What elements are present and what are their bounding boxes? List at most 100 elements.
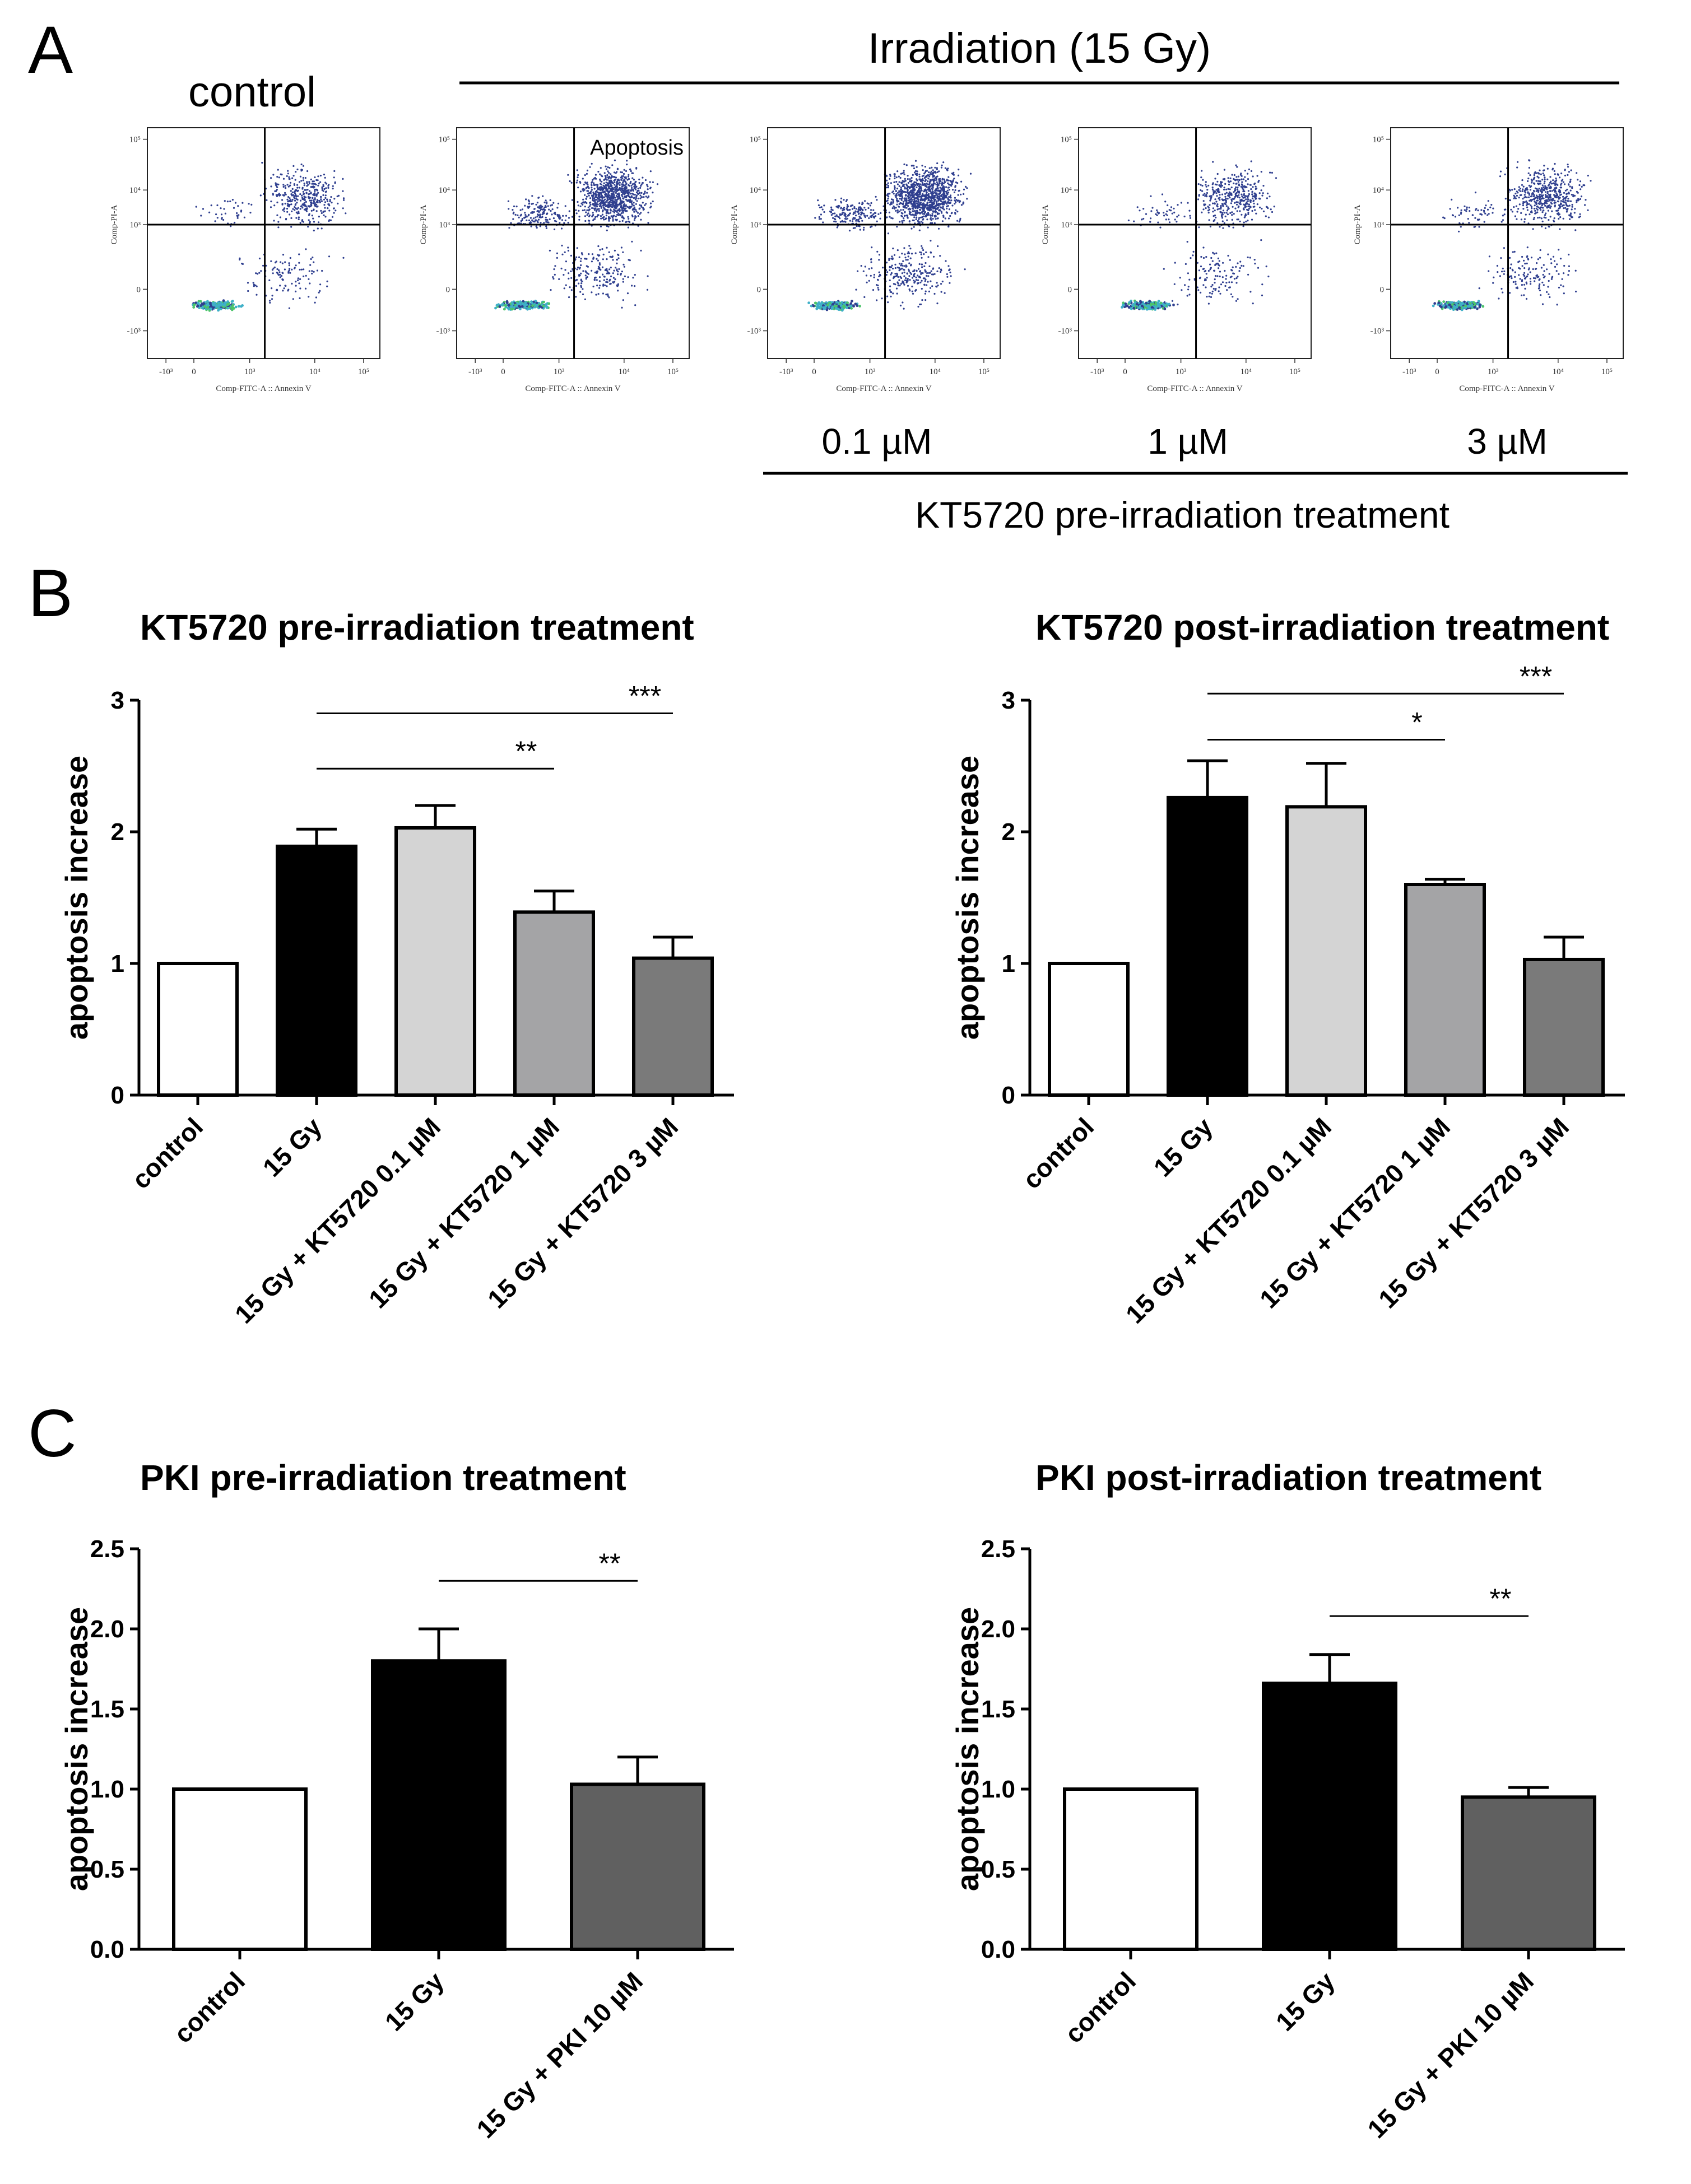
flow-dot [845, 216, 847, 218]
flow-dot [877, 288, 880, 291]
flow-dot [276, 201, 278, 203]
flow-dot [316, 206, 318, 208]
flow-dot [937, 202, 940, 204]
flow-dot [1235, 201, 1238, 203]
flow-dot [812, 304, 815, 308]
flow-dot [898, 263, 901, 265]
flow-ytick-label: -10³ [747, 327, 761, 336]
flow-dot [199, 300, 202, 303]
flow-dot [600, 217, 602, 220]
flow-dot [616, 259, 618, 261]
flow-dot [879, 274, 881, 277]
flow-dot [926, 204, 928, 207]
flow-dot [857, 209, 860, 211]
flow-dot [939, 182, 941, 184]
flow-dot [531, 219, 533, 221]
flow-dot [542, 300, 545, 304]
flow-dot [230, 225, 232, 227]
flow-dot [1219, 275, 1221, 278]
flow-dot [644, 179, 647, 181]
flow-dot [1240, 178, 1243, 180]
flow-dot [612, 218, 614, 220]
flow-dot [602, 217, 604, 219]
flow-dot [935, 176, 937, 178]
flow-dot [288, 200, 290, 202]
flow-dot [1177, 304, 1179, 306]
flow-dot [1209, 292, 1211, 294]
flow-dot [620, 189, 622, 192]
flow-dot [1218, 191, 1220, 193]
flow-dot [1214, 198, 1216, 201]
flow-dot [907, 255, 909, 258]
flow-dot [870, 202, 872, 204]
flow-dot [942, 198, 945, 201]
flow-dot [626, 164, 628, 166]
flow-dot [608, 203, 611, 205]
flow-dot [247, 282, 249, 284]
flow-dot [1213, 192, 1215, 194]
flow-dot [921, 184, 923, 186]
flow-dot [932, 207, 934, 210]
flow-dot [571, 216, 574, 218]
flow-dot [202, 208, 205, 210]
flow-dot [851, 208, 854, 210]
flow-dot [586, 258, 588, 260]
flow-dot [613, 171, 616, 174]
flow-dot [1230, 198, 1233, 201]
flow-dot [642, 176, 644, 179]
flow-dot [1229, 192, 1231, 194]
flow-dot [292, 165, 295, 167]
flow-dot [615, 201, 617, 203]
flow-dot [1247, 183, 1249, 185]
flow-dot [948, 183, 950, 185]
flow-dot [849, 302, 852, 305]
flow-dot [292, 194, 294, 196]
flow-dot [548, 208, 550, 211]
flow-dot [898, 206, 900, 208]
flow-dot [606, 195, 608, 198]
flow-dot [527, 305, 531, 309]
flow-dot [563, 274, 565, 276]
flow-dot [949, 282, 951, 284]
flow-dot [927, 212, 930, 214]
flow-dot [283, 210, 286, 212]
flow-dot [291, 177, 294, 179]
flow-dot [1221, 217, 1224, 219]
flow-dot [936, 195, 939, 198]
flow-dot [1214, 209, 1216, 212]
flow-dot [914, 170, 917, 172]
flow-dot [935, 202, 938, 204]
flow-dot [1190, 257, 1192, 259]
flow-dot [607, 166, 609, 169]
flow-dot [1238, 184, 1241, 187]
flow-dot [622, 181, 624, 184]
flow-dot [613, 211, 615, 214]
flow-dot [1206, 192, 1208, 194]
flow-dot [949, 271, 951, 273]
flow-dot [1220, 206, 1222, 208]
flow-dot [1209, 204, 1211, 206]
flow-dot [909, 178, 911, 180]
flow-dot [1244, 176, 1246, 178]
flow-dot [614, 207, 616, 209]
flow-dot [580, 282, 583, 285]
flow-dot [918, 218, 920, 220]
flow-dot [951, 204, 954, 207]
flow-dot [598, 280, 601, 282]
flow-dot [287, 185, 290, 188]
flow-dot [907, 278, 909, 280]
flow-dot [854, 217, 856, 220]
flow-dot [925, 278, 927, 281]
flow-dot [839, 213, 842, 216]
flow-dot [950, 275, 952, 277]
flow-dot [596, 285, 598, 287]
flow-xtick-label: -10³ [468, 367, 482, 376]
flow-dot [932, 268, 934, 270]
flow-dot [647, 275, 649, 277]
flow-dot [964, 185, 967, 188]
flow-dot [882, 205, 885, 207]
flow-dot [324, 207, 326, 209]
flow-dot [1206, 195, 1208, 198]
flow-dot [935, 192, 937, 194]
